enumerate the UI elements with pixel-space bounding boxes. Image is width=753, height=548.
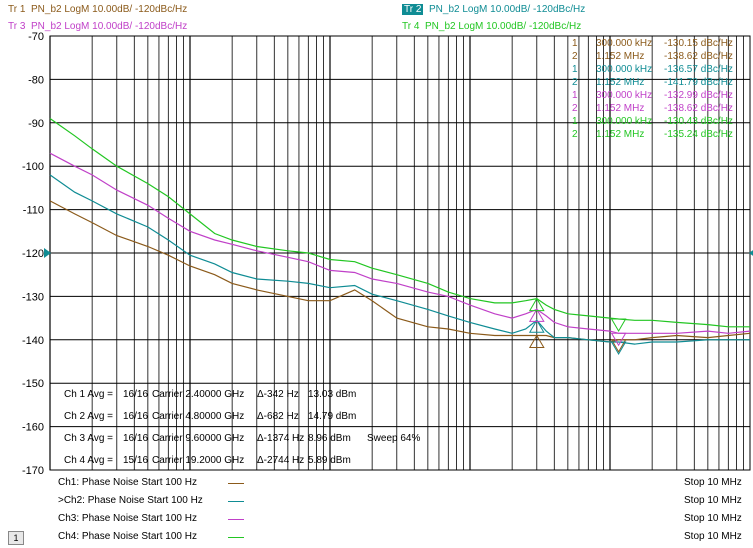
y-tick-label: -150 (22, 378, 44, 390)
y-tick-label: -130 (22, 291, 44, 303)
marker-row-value: -141.79 dBc/Hz (664, 77, 733, 88)
legend-swatch (228, 483, 244, 484)
legend-stop: Stop 10 MHz (684, 477, 742, 488)
marker-row-freq: 1.152 MHz (596, 129, 645, 140)
marker-2-ch4 (610, 318, 627, 332)
channel-field: Carrier 4.80000 GHz (152, 411, 245, 422)
marker-row-id: 1 (572, 38, 578, 49)
legend-stop: Stop 10 MHz (684, 495, 742, 506)
marker-row-id: 1 (572, 116, 578, 127)
marker-1-ch1 (528, 334, 545, 348)
channel-field: Δ-1374 Hz (257, 433, 305, 444)
y-tick-label: -120 (22, 248, 44, 260)
marker-row-id: 2 (572, 77, 578, 88)
y-tick-label: -160 (22, 422, 44, 434)
trace4-header[interactable]: Tr 4 PN_b2 LogM 10.00dB/ -120dBc/Hz (402, 21, 581, 32)
y-tick-label: -140 (22, 335, 44, 347)
channel-field: Ch 3 Avg = (64, 433, 114, 444)
trace3-text: PN_b2 LogM 10.00dB/ -120dBc/Hz (30, 21, 188, 32)
marker-row-id: 1 (572, 64, 578, 75)
trace2-header[interactable]: Tr 2 PN_b2 LogM 10.00dB/ -120dBc/Hz (402, 4, 585, 15)
marker-row-value: -138.62 dBc/Hz (664, 51, 733, 62)
trace4-text: PN_b2 LogM 10.00dB/ -120dBc/Hz (424, 21, 582, 32)
channel-field: 14.79 dBm (308, 411, 357, 422)
channel-field: 16/16 (123, 433, 149, 444)
legend-stop: Stop 10 MHz (684, 513, 742, 524)
legend-swatch (228, 537, 244, 538)
marker-row-freq: 1.152 MHz (596, 77, 645, 88)
marker-row-id: 2 (572, 129, 578, 140)
marker-shapes (528, 297, 627, 355)
y-tick-label: -110 (23, 205, 44, 217)
channel-field: Carrier 9.60000 GHz (152, 433, 245, 444)
channel-field: Carrier 19.2000 GHz (152, 455, 245, 466)
legend-label: >Ch2: Phase Noise Start 100 Hz (58, 495, 203, 506)
marker-2-ch1 (610, 339, 627, 353)
legend-swatch (228, 519, 244, 520)
marker-row-value: -130.15 dBc/Hz (664, 38, 733, 49)
channel-field: Carrier 2.40000 GHz (152, 389, 245, 400)
y-tick-label: -90 (28, 118, 44, 130)
marker-1-ch4 (528, 297, 545, 312)
y-axis-ticks: -70 -80 -90 -100 -110 -120 -130 -140 -150 -160 -17… (22, 31, 44, 477)
trace1-header[interactable]: Tr 1 PN_b2 LogM 10.00dB/ -120dBc/Hz (8, 4, 187, 15)
reference-level-arrows (44, 248, 753, 258)
marker-1-ch2 (528, 319, 545, 333)
trace3-header[interactable]: Tr 3 PN_b2 LogM 10.00dB/ -120dBc/Hz (8, 21, 187, 32)
marker-row-freq: 300.000 kHz (596, 38, 653, 49)
marker-2-ch3 (610, 332, 627, 347)
y-tick-label: -80 (28, 74, 44, 86)
channel-field: 5.89 dBm (308, 455, 351, 466)
channel-field: 8.96 dBm (308, 433, 351, 444)
channel-field: 16/16 (123, 389, 149, 400)
legend-swatch (228, 501, 244, 502)
marker-row-id: 2 (572, 103, 578, 114)
chart-grid (49, 35, 751, 471)
ref-level-right-arrow (749, 250, 753, 256)
channel-field: Ch 2 Avg = (64, 411, 114, 422)
trace2-text: PN_b2 LogM 10.00dB/ -120dBc/Hz (428, 4, 586, 15)
channel-field: Δ-682 Hz (257, 411, 299, 422)
marker-row-freq: 300.000 kHz (596, 116, 653, 127)
channel-field: Δ-2744 Hz (257, 455, 305, 466)
legend-label: Ch1: Phase Noise Start 100 Hz (58, 477, 197, 488)
marker-row-freq: 300.000 kHz (596, 64, 653, 75)
legend-label: Ch3: Phase Noise Start 100 Hz (58, 513, 197, 524)
marker-row-value: -130.43 dBc/Hz (664, 116, 733, 127)
y-tick-label: -100 (22, 161, 44, 173)
marker-2-ch2 (610, 341, 627, 355)
channel-field: Ch 1 Avg = (64, 389, 114, 400)
marker-1-ch3 (528, 308, 545, 322)
marker-row-freq: 300.000 kHz (596, 90, 653, 101)
channel-field: Sweep 64% (367, 433, 421, 444)
marker-row-freq: 1.152 MHz (596, 103, 645, 114)
marker-row-value: -136.57 dBc/Hz (664, 64, 733, 75)
trace3-tag: Tr 3 (8, 21, 26, 32)
marker-row-value: -132.99 dBc/Hz (664, 90, 733, 101)
trace1-tag: Tr 1 (8, 4, 26, 15)
channel-field: 15/16 (123, 455, 149, 466)
trace2-tag: Tr 2 (402, 4, 424, 15)
marker-row-value: -138.62 dBc/Hz (664, 103, 733, 114)
marker-row-value: -135.24 dBc/Hz (664, 129, 733, 140)
marker-row-id: 1 (572, 90, 578, 101)
y-tick-label: -70 (28, 31, 44, 43)
channel-field: 13.03 dBm (308, 389, 357, 400)
y-tick-label: -170 (22, 465, 44, 477)
trace1-text: PN_b2 LogM 10.00dB/ -120dBc/Hz (30, 4, 188, 15)
marker-row-id: 2 (572, 51, 578, 62)
page-button[interactable]: 1 (8, 531, 24, 545)
channel-field: Δ-342 Hz (257, 389, 299, 400)
marker-row-freq: 1.152 MHz (596, 51, 645, 62)
legend-stop: Stop 10 MHz (684, 531, 742, 542)
channel-field: 16/16 (123, 411, 149, 422)
ref-level-left-arrow (44, 248, 51, 258)
legend-label: Ch4: Phase Noise Start 100 Hz (58, 531, 197, 542)
trace4-tag: Tr 4 (402, 21, 420, 32)
channel-field: Ch 4 Avg = (64, 455, 114, 466)
